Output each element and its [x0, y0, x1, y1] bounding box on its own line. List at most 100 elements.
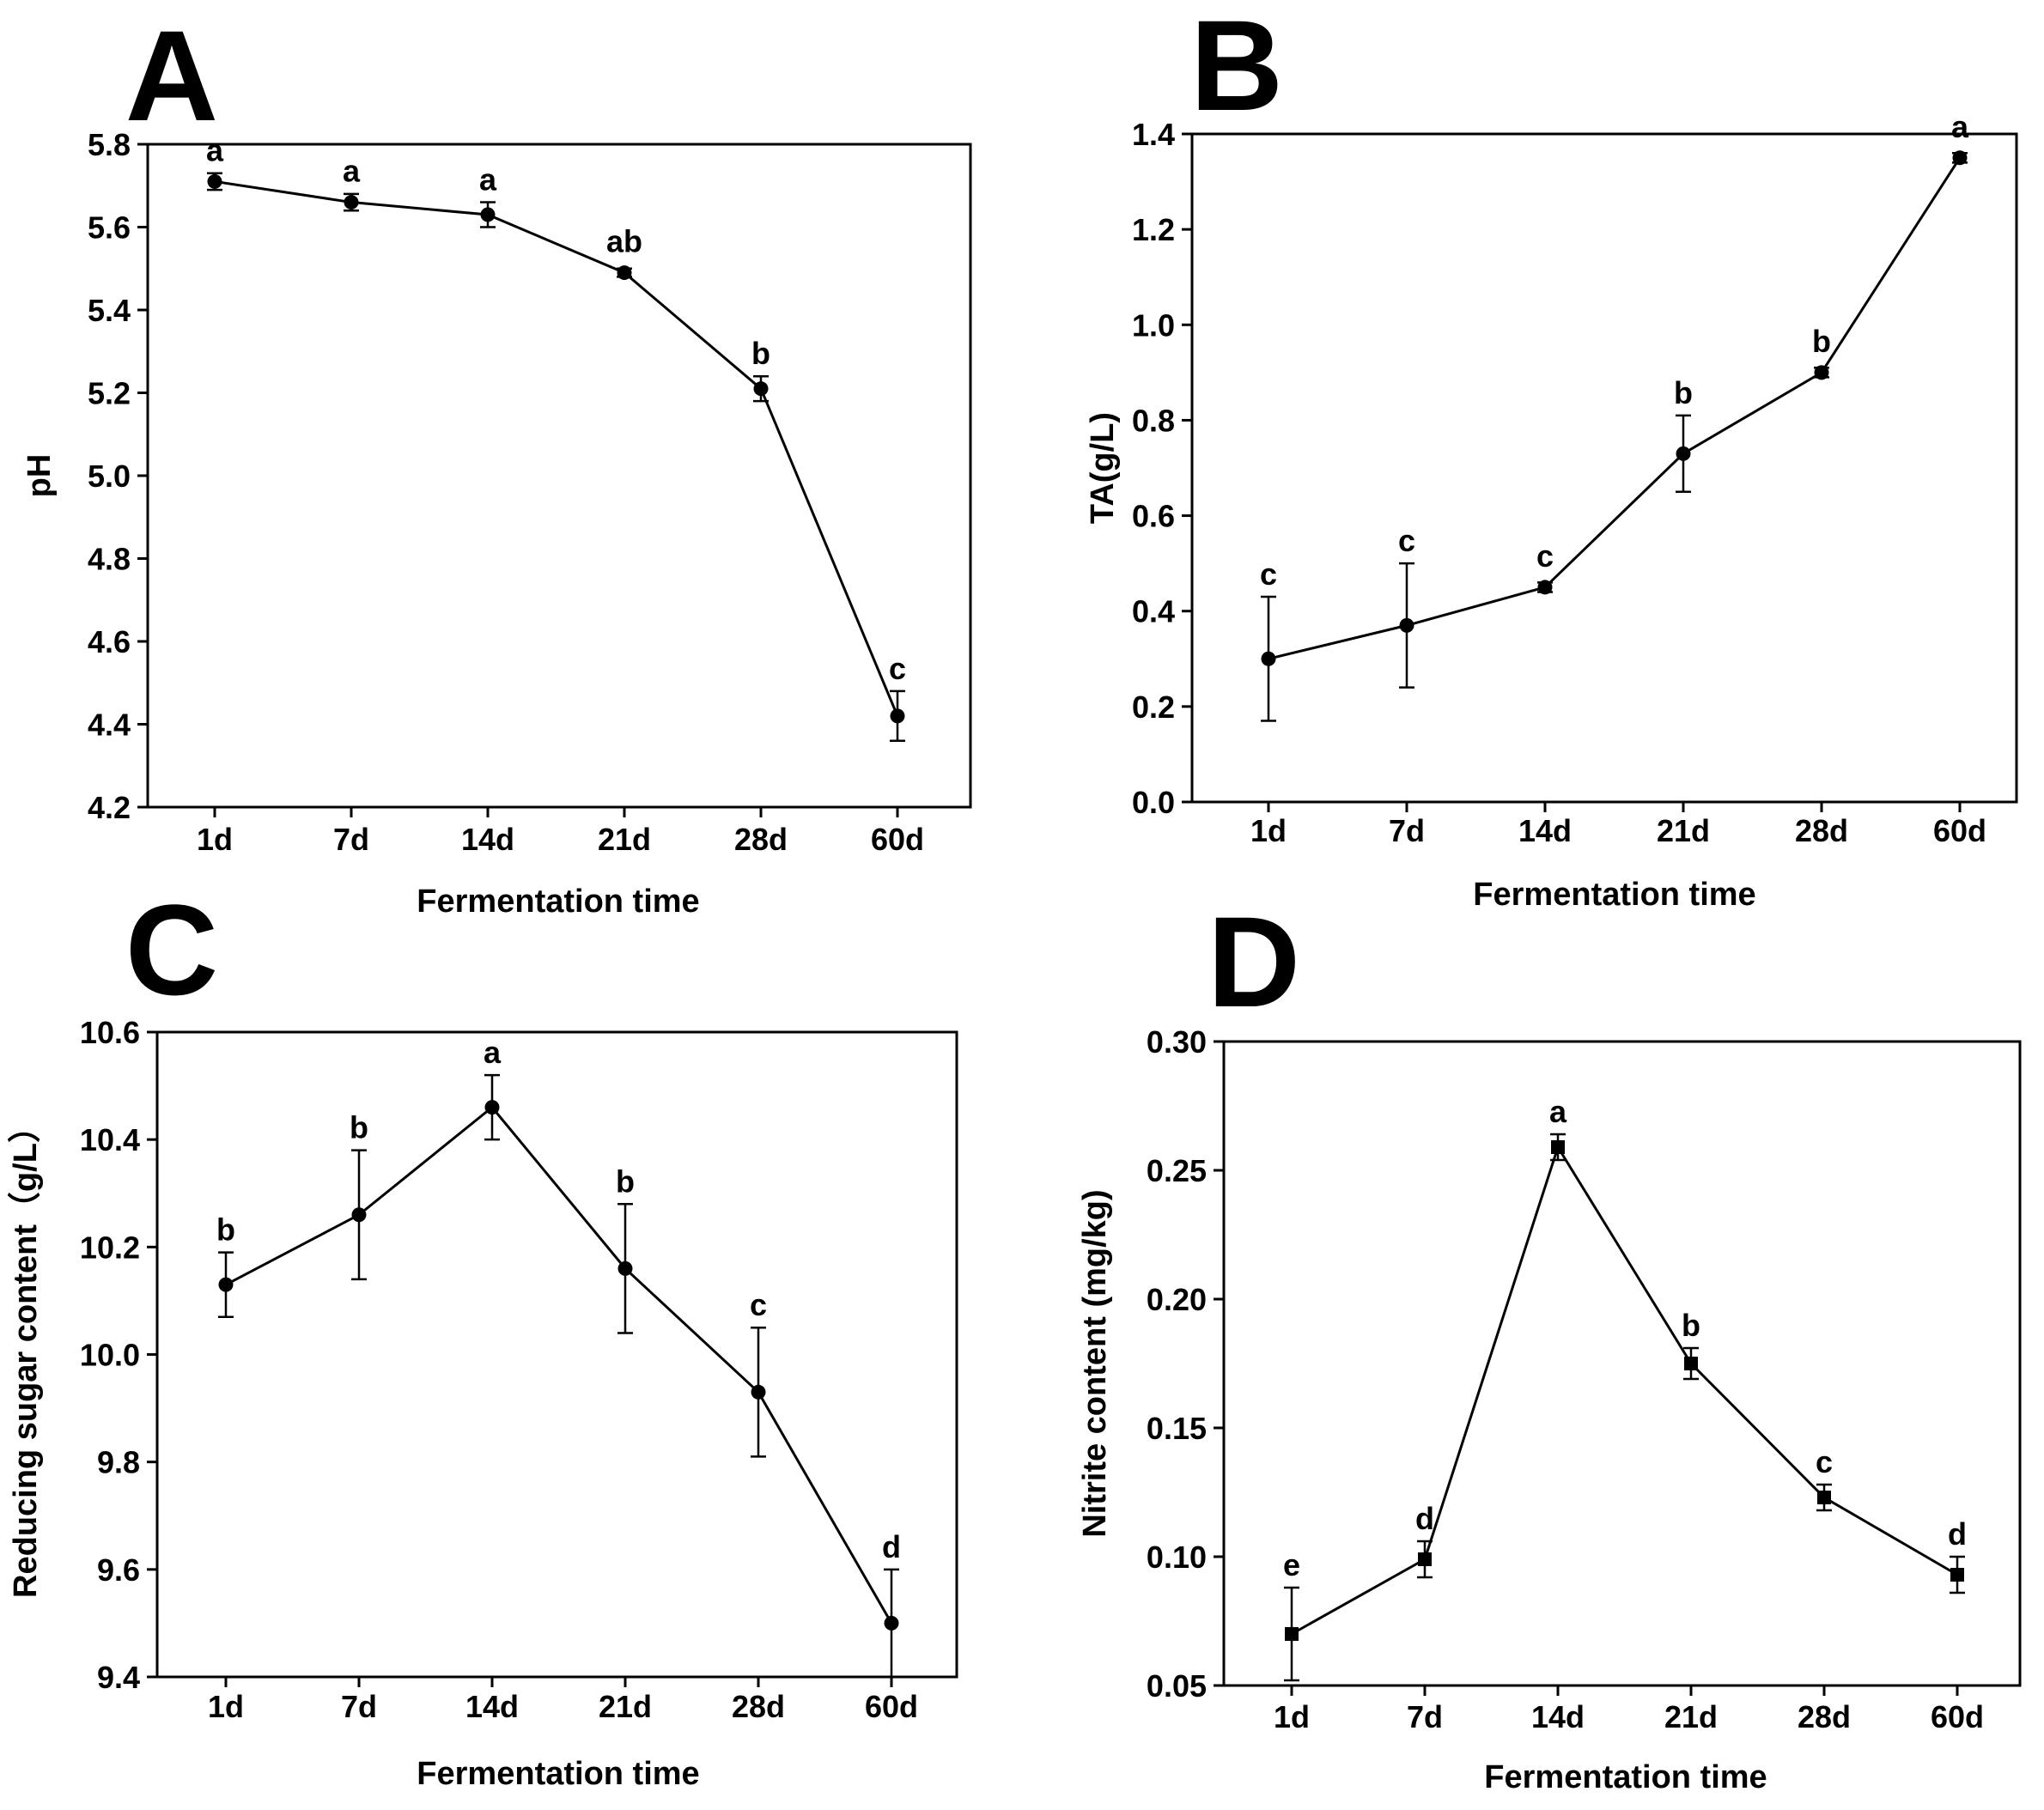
x-tick-label-a: 7d — [333, 822, 369, 857]
significance-label-b: b — [1812, 324, 1831, 359]
significance-label-b: c — [1260, 556, 1277, 592]
chart-panel-c: C 9.4 9.6 9.8 10.0 10.2 10.4 10.6 1d 7d 14d 21d 28d 6… — [8, 878, 958, 1792]
data-point-a — [617, 265, 632, 281]
y-tick-label-a: 4.6 — [88, 624, 131, 659]
data-point-b — [1814, 365, 1829, 380]
data-point-a — [207, 173, 222, 189]
y-tick-label-b: 0.6 — [1132, 499, 1175, 534]
significance-label-d: d — [1415, 1501, 1434, 1536]
y-tick-label-d: 0.30 — [1147, 1024, 1207, 1060]
x-tick-label-b: 14d — [1518, 813, 1572, 848]
x-tick-label-d: 1d — [1274, 1699, 1310, 1734]
y-tick-label-a: 4.2 — [88, 790, 131, 825]
chart-panel-a: A 4.2 4.4 4.6 4.8 5.0 5.2 5.4 5.6 5.8 1d 7d 14d 21d 28… — [21, 3, 972, 920]
significance-label-a: a — [343, 154, 361, 189]
x-tick-label-b: 1d — [1250, 813, 1287, 848]
y-axis-title-b: TA(g/L) — [1085, 412, 1121, 524]
x-tick-label-b: 28d — [1795, 813, 1848, 848]
significance-label-a: b — [751, 336, 770, 371]
y-tick-label-a: 5.0 — [88, 459, 131, 494]
data-point-d — [1285, 1627, 1299, 1641]
data-point-d — [1817, 1491, 1831, 1504]
x-tick-label-d: 21d — [1664, 1699, 1718, 1734]
data-point-d — [1551, 1140, 1565, 1154]
series-line-b — [1268, 156, 1962, 660]
x-tick-label-b: 60d — [1933, 813, 1986, 848]
data-point-a — [480, 207, 496, 222]
x-tick-label-d: 7d — [1407, 1699, 1443, 1734]
x-tick-label-c: 21d — [599, 1689, 652, 1724]
y-tick-label-a: 5.8 — [88, 127, 131, 162]
y-tick-label-d: 0.10 — [1147, 1540, 1207, 1575]
significance-label-a: c — [889, 651, 906, 686]
panel-letter-c: C — [125, 878, 218, 1022]
significance-label-c: a — [484, 1035, 502, 1070]
y-tick-label-a: 5.2 — [88, 376, 131, 411]
data-point-b — [1399, 617, 1414, 633]
data-point-b — [1676, 446, 1691, 461]
y-tick-label-a: 5.4 — [88, 293, 131, 328]
significance-label-b: c — [1536, 538, 1554, 574]
data-point-c — [218, 1277, 234, 1292]
data-point-d — [1950, 1568, 1964, 1582]
y-tick-label-c: 10.6 — [80, 1015, 140, 1050]
significance-label-a: a — [206, 132, 224, 167]
plot-frame-d — [1222, 1040, 2022, 1687]
significance-label-d: b — [1682, 1308, 1700, 1343]
y-tick-label-c: 10.0 — [80, 1338, 140, 1373]
significance-label-d: d — [1948, 1516, 1967, 1552]
x-axis-title-d: Fermentation time — [1484, 1759, 1767, 1795]
significance-label-d: e — [1283, 1547, 1300, 1582]
data-point-a — [890, 708, 905, 724]
x-tick-label-c: 60d — [865, 1689, 918, 1724]
y-tick-label-c: 10.2 — [80, 1230, 140, 1265]
x-axis-title-c: Fermentation time — [417, 1756, 699, 1792]
significance-label-c: b — [616, 1163, 635, 1199]
significance-label-a: ab — [606, 224, 642, 259]
x-tick-label-a: 28d — [734, 822, 788, 857]
y-tick-label-a: 4.4 — [88, 708, 131, 743]
plot-frame-b — [1190, 132, 2018, 804]
x-tick-label-d: 28d — [1798, 1699, 1851, 1734]
x-tick-label-b: 21d — [1657, 813, 1710, 848]
x-axis-title-b: Fermentation time — [1473, 877, 1755, 913]
significance-label-a: a — [479, 162, 497, 197]
data-point-b — [1952, 150, 1968, 166]
y-tick-label-b: 0.8 — [1132, 403, 1175, 438]
y-tick-label-b: 1.0 — [1132, 307, 1175, 343]
x-tick-label-c: 14d — [465, 1689, 519, 1724]
data-point-c — [617, 1260, 633, 1276]
series-line-c — [225, 1105, 893, 1625]
y-tick-label-d: 0.20 — [1147, 1282, 1207, 1317]
data-point-d — [1684, 1357, 1698, 1370]
y-axis-title-d: Nitrite content (mg/kg) — [1077, 1189, 1113, 1537]
x-tick-label-c: 1d — [208, 1689, 244, 1724]
y-tick-label-d: 0.25 — [1147, 1153, 1207, 1188]
y-tick-label-b: 1.4 — [1132, 117, 1175, 152]
y-axis-title-c: Reducing sugar content（g/L） — [8, 1110, 44, 1598]
significance-label-b: c — [1398, 523, 1415, 558]
y-tick-label-c: 9.8 — [97, 1445, 140, 1480]
significance-label-b: a — [1951, 109, 1969, 144]
y-tick-label-c: 10.4 — [80, 1122, 140, 1157]
significance-label-b: b — [1674, 375, 1693, 410]
chart-panel-d: D 0.05 0.10 0.15 0.20 0.25 0.30 1d 7d 14d 21d 28d 60… — [1077, 890, 2022, 1795]
data-point-c — [751, 1384, 766, 1400]
x-tick-label-d: 14d — [1531, 1699, 1585, 1734]
y-tick-label-d: 0.15 — [1147, 1411, 1207, 1446]
data-point-a — [344, 195, 359, 210]
y-tick-label-b: 0.2 — [1132, 689, 1175, 725]
significance-label-c: b — [350, 1110, 368, 1145]
series-line-d — [1291, 1144, 1958, 1636]
panel-letter-b: B — [1190, 0, 1283, 137]
y-tick-label-c: 9.6 — [97, 1552, 140, 1588]
y-axis-title-a: pH — [21, 454, 58, 498]
x-tick-label-a: 14d — [461, 822, 514, 857]
x-tick-label-d: 60d — [1931, 1699, 1984, 1734]
y-tick-label-b: 0.4 — [1132, 594, 1175, 629]
panel-letter-a: A — [125, 3, 218, 148]
data-point-b — [1537, 580, 1553, 595]
x-axis-title-a: Fermentation time — [417, 884, 699, 920]
plot-frame-c — [155, 1030, 958, 1679]
